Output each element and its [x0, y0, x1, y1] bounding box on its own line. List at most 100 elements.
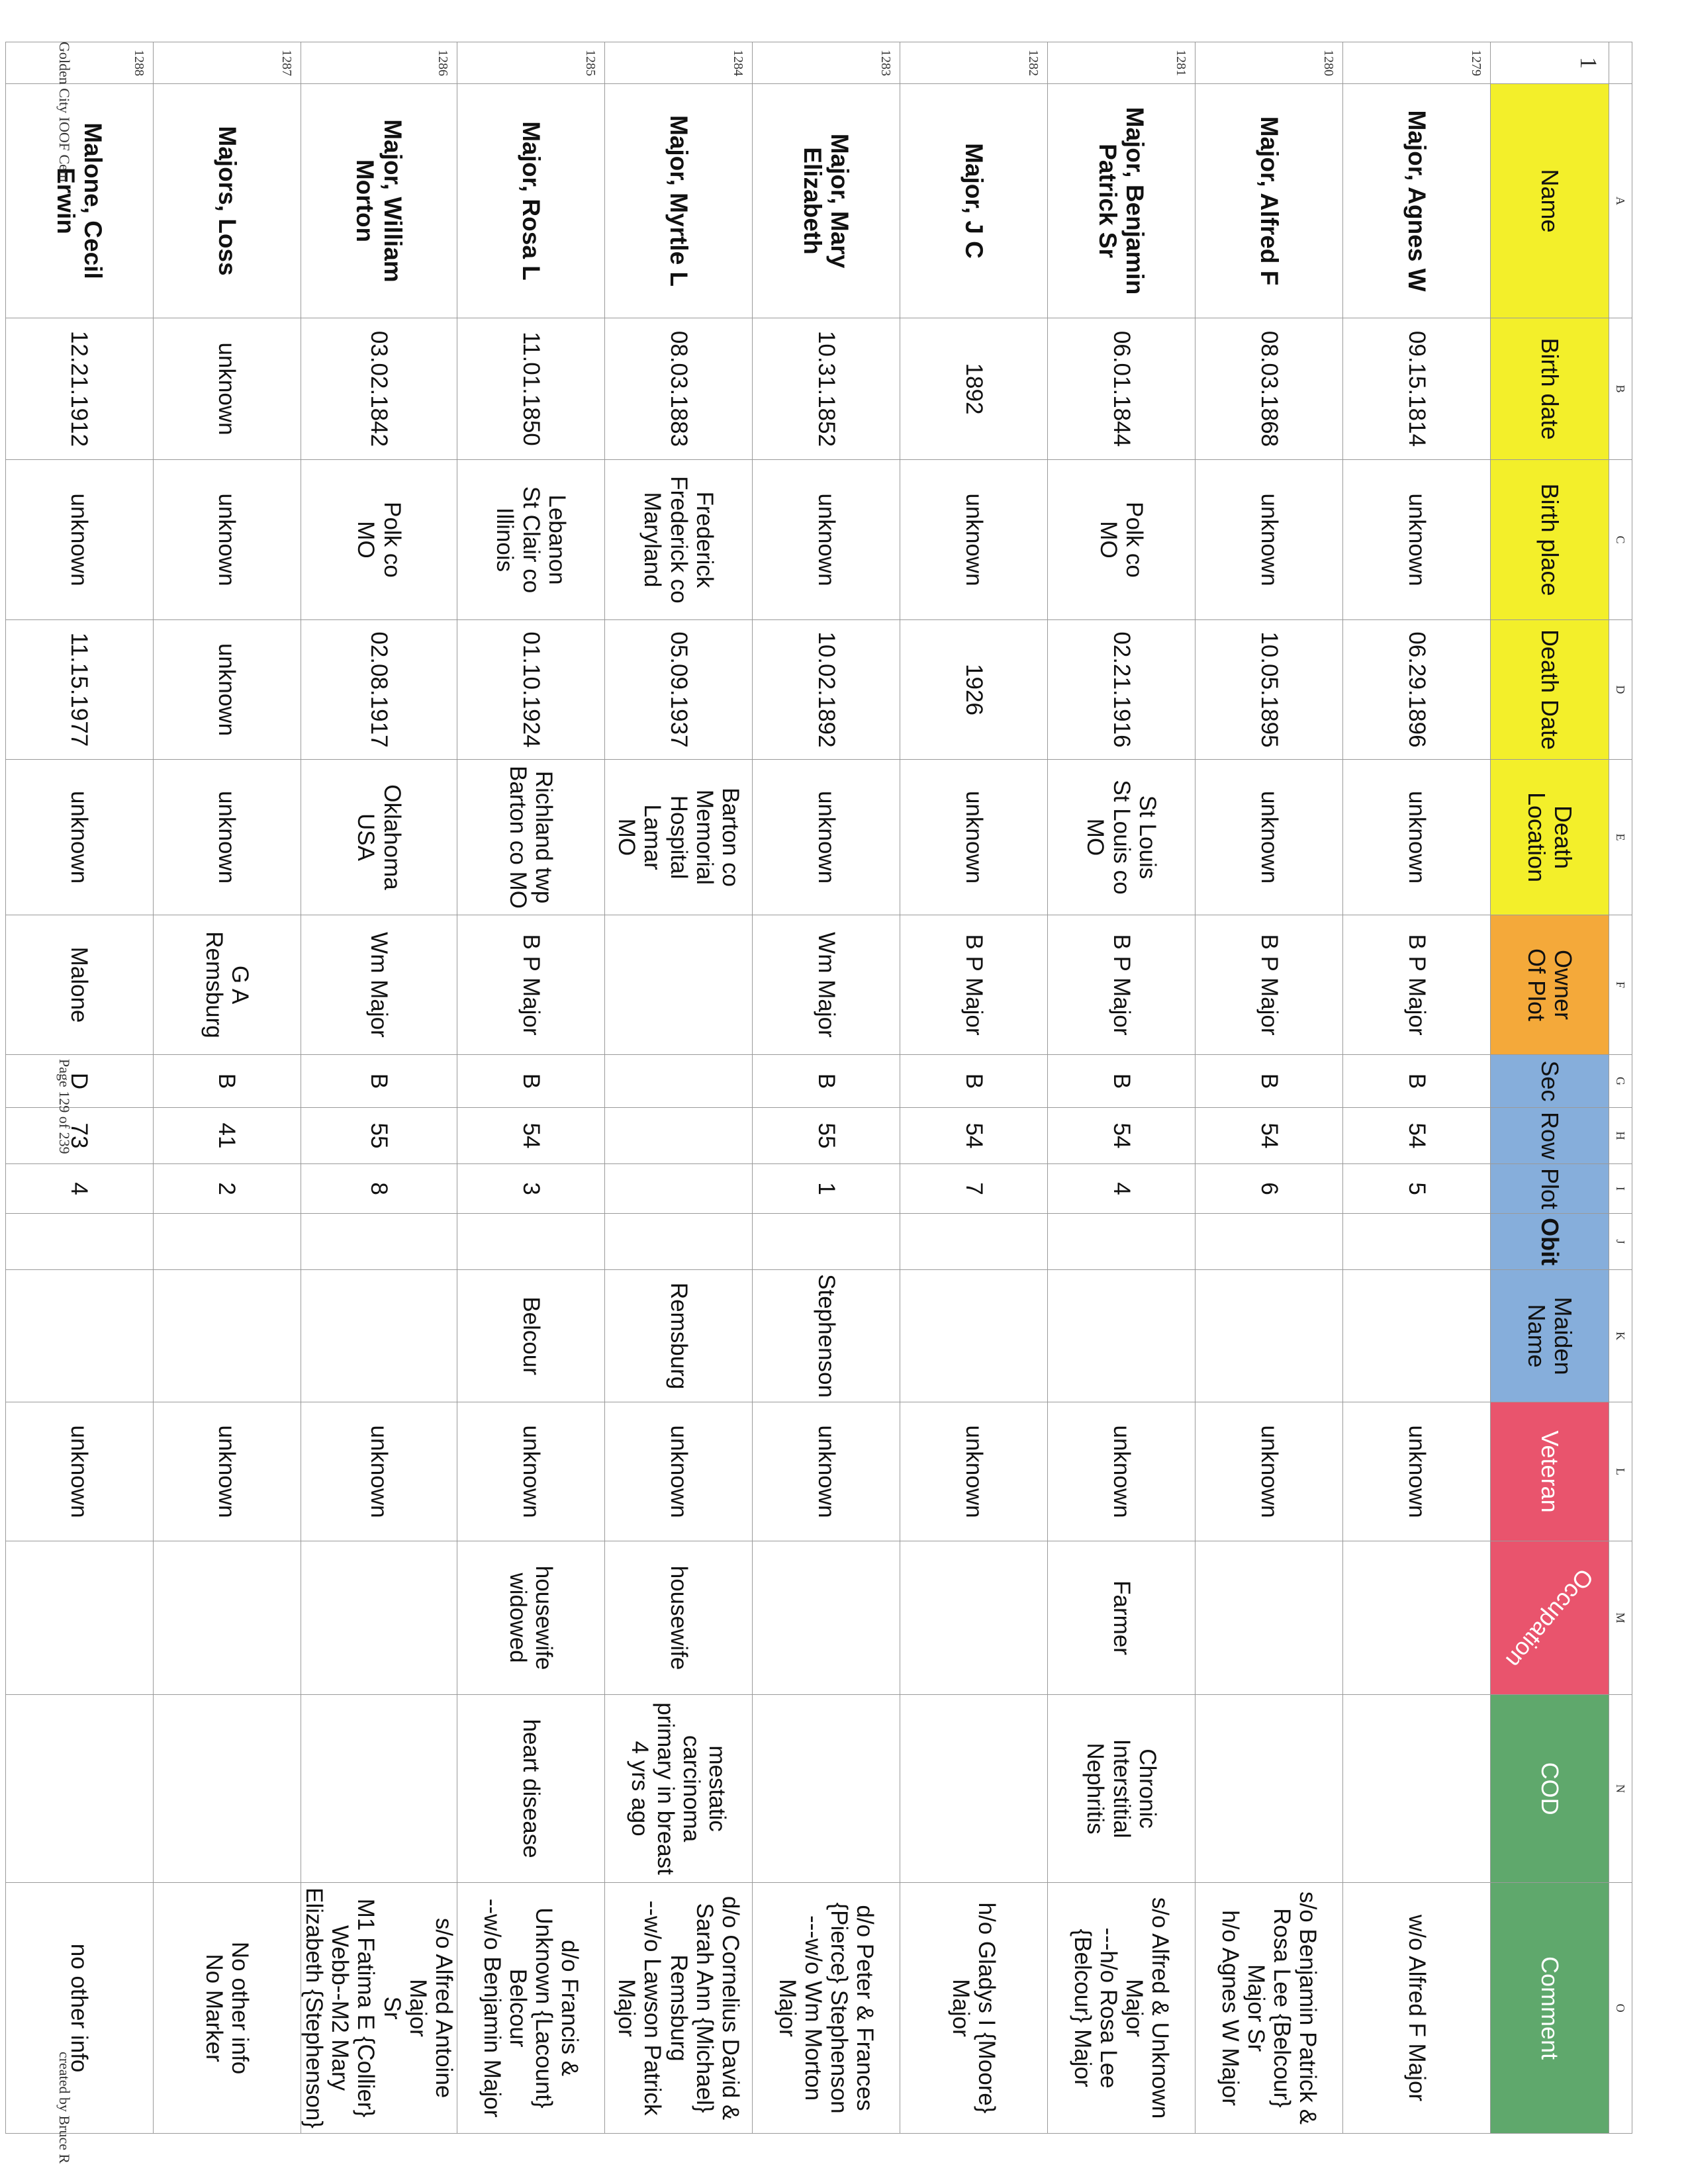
- cell-birth-place: Polk co MO: [1047, 459, 1196, 620]
- table-row: 1287 Majors, Loss unknown unknown unknown unk…: [153, 42, 301, 2134]
- cell-cause-of-death: heart disease: [457, 1694, 605, 1883]
- row-number: 1: [1490, 42, 1609, 84]
- cell-obit: [1047, 1213, 1196, 1270]
- cell-obit: [301, 1213, 457, 1270]
- cell-plot-owner: Wm Major: [301, 915, 457, 1055]
- cell-death-date: unknown: [153, 619, 301, 760]
- cell-plot: [604, 1163, 753, 1214]
- column-letter: B: [1609, 318, 1632, 460]
- row-number: 1283: [752, 42, 900, 84]
- column-header: Comment: [1490, 1882, 1609, 2134]
- footer-author: created by Bruce R: [56, 2052, 73, 2164]
- cell-comment: d/o Francis & Unknown {Lacount} Belcour …: [457, 1882, 605, 2134]
- cell-death-date: 11.15.1977: [5, 619, 154, 760]
- column-letter: K: [1609, 1269, 1632, 1402]
- cell-plot: 1: [752, 1163, 900, 1214]
- cell-death-location: unknown: [1195, 759, 1343, 915]
- cell-cause-of-death: [1195, 1694, 1343, 1883]
- cell-name: Major, William Morton: [301, 83, 457, 318]
- cell-death-date: 10.02.1892: [752, 619, 900, 760]
- cell-birth-date: 03.02.1842: [301, 318, 457, 460]
- table-row: 1285 Major, Rosa L 11.01.1850 Lebanon St Cl…: [457, 42, 605, 2134]
- cell-birth-date: 08.03.1883: [604, 318, 753, 460]
- column-header: Row: [1490, 1107, 1609, 1164]
- cell-occupation: [1195, 1541, 1343, 1695]
- cell-name: Malone, Cecil Erwin: [5, 83, 154, 318]
- cell-maiden-name: [1047, 1269, 1196, 1402]
- cell-death-date: 05.09.1937: [604, 619, 753, 760]
- cell-comment: s/o Alfred & Unknown Major ---h/o Rosa L…: [1047, 1882, 1196, 2134]
- cell-maiden-name: [301, 1269, 457, 1402]
- cell-cause-of-death: [900, 1694, 1048, 1883]
- cell-occupation: [900, 1541, 1048, 1695]
- cell-birth-date: unknown: [153, 318, 301, 460]
- cell-plot: 8: [301, 1163, 457, 1214]
- cell-plot-owner: B P Major: [1047, 915, 1196, 1055]
- column-header-label: Occupation: [1501, 1563, 1599, 1673]
- cell-occupation: Farmer: [1047, 1541, 1196, 1695]
- cell-section: D: [5, 1054, 154, 1108]
- cell-occupation: [752, 1541, 900, 1695]
- cell-section: B: [900, 1054, 1048, 1108]
- cell-death-location: Richland twp Barton co MO: [457, 759, 605, 915]
- cell-veteran: unknown: [301, 1402, 457, 1541]
- row-number: 1281: [1047, 42, 1196, 84]
- cell-name: Major, Benjamin Patrick Sr: [1047, 83, 1196, 318]
- cell-death-date: 10.05.1895: [1195, 619, 1343, 760]
- cell-death-location: unknown: [153, 759, 301, 915]
- cell-birth-place: Polk co MO: [301, 459, 457, 620]
- cell-row: 54: [457, 1107, 605, 1164]
- row-number: 1288: [5, 42, 154, 84]
- cell-row: 54: [1195, 1107, 1343, 1164]
- cell-row: 54: [1047, 1107, 1196, 1164]
- cell-plot: 4: [1047, 1163, 1196, 1214]
- cell-section: B: [1342, 1054, 1491, 1108]
- footer-page-number: Page 129 of 239: [56, 1059, 73, 1154]
- cell-name: Major, Agnes W: [1342, 83, 1491, 318]
- cell-occupation: housewife: [604, 1541, 753, 1695]
- column-letter: J: [1609, 1213, 1632, 1270]
- cell-plot: 2: [153, 1163, 301, 1214]
- column-header: Plot: [1490, 1163, 1609, 1214]
- cell-name: Major, Rosa L: [457, 83, 605, 318]
- cell-plot-owner: [604, 915, 753, 1055]
- cell-obit: [752, 1213, 900, 1270]
- cell-plot: 6: [1195, 1163, 1343, 1214]
- column-header: Birth place: [1490, 459, 1609, 620]
- cell-comment: w/o Alfred F Major: [1342, 1882, 1491, 2134]
- cell-plot: 4: [5, 1163, 154, 1214]
- cell-cause-of-death: [1342, 1694, 1491, 1883]
- column-letter: H: [1609, 1107, 1632, 1164]
- cell-occupation: housewife widowed: [457, 1541, 605, 1695]
- cell-comment: d/o Cornelius David & Sarah Ann {Michael…: [604, 1882, 753, 2134]
- cell-row: 54: [900, 1107, 1048, 1164]
- cell-death-date: 06.29.1896: [1342, 619, 1491, 760]
- table-row: 1280 Major, Alfred F 08.03.1868 unknown 10.0…: [1195, 42, 1343, 2134]
- table-row: 1288 Malone, Cecil Erwin 12.21.1912 unknown…: [5, 42, 154, 2134]
- cell-death-location: Oklahoma USA: [301, 759, 457, 915]
- row-number: 1286: [301, 42, 457, 84]
- cell-birth-date: 10.31.1852: [752, 318, 900, 460]
- cell-plot: 3: [457, 1163, 605, 1214]
- cell-section: B: [301, 1054, 457, 1108]
- row-number: 1282: [900, 42, 1048, 84]
- cell-maiden-name: Remsburg: [604, 1269, 753, 1402]
- column-letter: N: [1609, 1694, 1632, 1883]
- cell-name: Major, J C: [900, 83, 1048, 318]
- cell-birth-date: 1892: [900, 318, 1048, 460]
- column-header: Maiden Name: [1490, 1269, 1609, 1402]
- column-header: Occupation: [1490, 1541, 1609, 1695]
- cell-obit: [900, 1213, 1048, 1270]
- column-header: Death Date: [1490, 619, 1609, 760]
- cell-birth-date: 06.01.1844: [1047, 318, 1196, 460]
- cell-obit: [1342, 1213, 1491, 1270]
- cell-occupation: [1342, 1541, 1491, 1695]
- cell-obit: [1195, 1213, 1343, 1270]
- cell-death-location: unknown: [752, 759, 900, 915]
- cell-comment: h/o Gladys I {Moore} Major: [900, 1882, 1048, 2134]
- cell-birth-place: unknown: [5, 459, 154, 620]
- cell-row: 55: [301, 1107, 457, 1164]
- cell-maiden-name: [1342, 1269, 1491, 1402]
- cell-cause-of-death: [752, 1694, 900, 1883]
